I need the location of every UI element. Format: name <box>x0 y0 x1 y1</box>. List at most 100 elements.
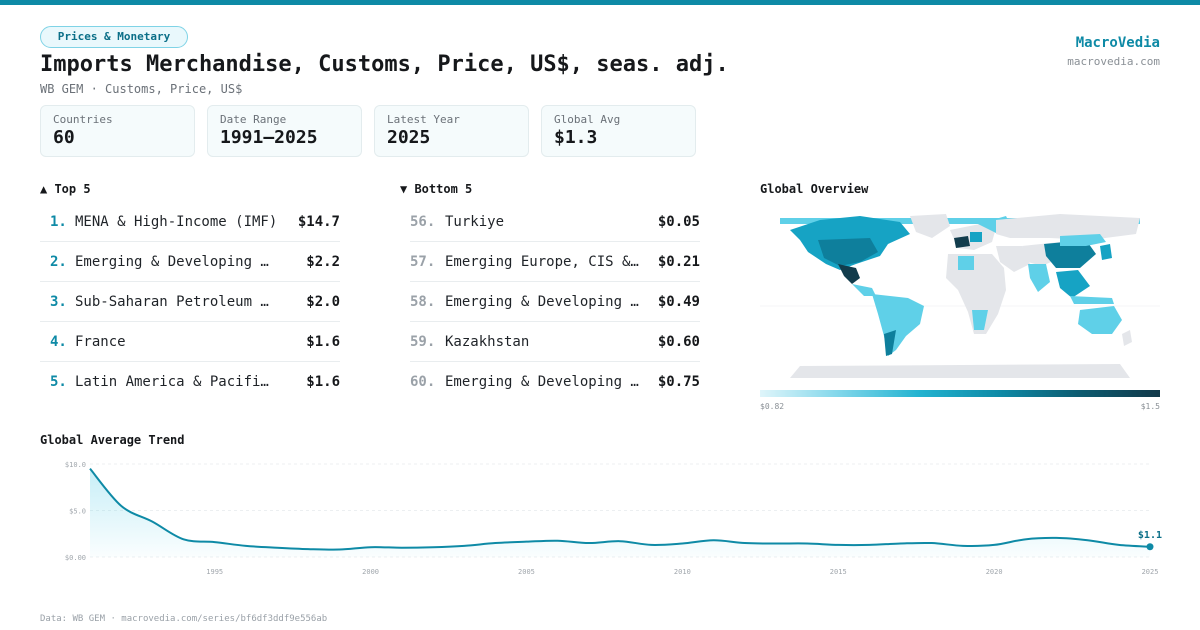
map-region-france[interactable] <box>954 236 970 248</box>
stat-value: 1991–2025 <box>220 127 318 148</box>
bottom5-title: ▼ Bottom 5 <box>400 182 473 196</box>
rank-value: $0.49 <box>657 293 700 310</box>
map-region-africa[interactable] <box>946 254 1006 334</box>
rank-name: Sub-Saharan Petroleum … <box>75 293 269 310</box>
map-region-central-america[interactable] <box>852 284 876 296</box>
list-item[interactable]: 60. Emerging & Developing … $0.75 <box>410 362 700 402</box>
rank-number: 3. <box>50 293 67 310</box>
bottom5-list: 56. Turkiye $0.05 57. Emerging Europe, CIS … <box>410 202 700 402</box>
x-tick-label: 2000 <box>362 568 379 576</box>
x-tick-label: 2020 <box>986 568 1003 576</box>
trend-end-point[interactable] <box>1146 543 1154 551</box>
map-region-new-zealand[interactable] <box>1122 330 1132 346</box>
rank-value: $0.05 <box>657 213 700 230</box>
map-region-north-africa[interactable] <box>958 256 974 270</box>
y-tick-label: $10.0 <box>65 461 86 469</box>
rank-value: $0.60 <box>657 333 700 350</box>
x-tick-label: 2025 <box>1142 568 1159 576</box>
stat-label: Date Range <box>220 113 287 126</box>
map-legend-max: $1.5 <box>1140 402 1160 411</box>
map-region-germany[interactable] <box>970 232 982 242</box>
top-accent-bar <box>0 0 1200 5</box>
rank-value: $0.75 <box>657 374 700 390</box>
map-legend-gradient <box>760 390 1160 397</box>
map-region-usa[interactable] <box>818 238 878 266</box>
rank-value: $2.2 <box>306 253 340 270</box>
rank-name: Emerging & Developing … <box>445 374 639 390</box>
list-item[interactable]: 57. Emerging Europe, CIS &… $0.21 <box>410 242 700 282</box>
rank-number: 56. <box>410 213 436 230</box>
list-item[interactable]: 5. Latin America & Pacifi… $1.6 <box>40 362 340 402</box>
rank-value: $0.21 <box>657 253 700 270</box>
world-map[interactable] <box>760 206 1160 382</box>
rank-number: 59. <box>410 333 436 350</box>
stat-value: 60 <box>53 127 75 148</box>
rank-number: 57. <box>410 253 436 270</box>
stat-card-global-avg: Global Avg $1.3 <box>541 105 696 157</box>
page-subtitle: WB GEM · Customs, Price, US$ <box>40 82 243 96</box>
map-region-greenland[interactable] <box>910 214 950 238</box>
stat-value: $1.3 <box>554 127 598 148</box>
brand-url[interactable]: macrovedia.com <box>1067 55 1160 68</box>
map-region-japan[interactable] <box>1100 244 1112 260</box>
rank-value: $14.7 <box>297 213 340 230</box>
map-region-india[interactable] <box>1028 264 1050 292</box>
trend-chart[interactable]: $0.00 $5.0 $10.0 1995 2000 2005 2010 2015 2020 20… <box>0 450 1200 580</box>
rank-name: MENA & High-Income (IMF) <box>75 213 278 230</box>
map-region-china[interactable] <box>1044 240 1096 268</box>
rank-name: France <box>75 333 126 350</box>
map-region-southeast-asia[interactable] <box>1056 270 1090 298</box>
rank-value: $2.0 <box>306 293 340 310</box>
y-tick-label: $0.00 <box>65 554 86 562</box>
map-region-middle-east[interactable] <box>996 246 1030 272</box>
stat-card-date-range: Date Range 1991–2025 <box>207 105 362 157</box>
rank-number: 2. <box>50 253 67 270</box>
stat-label: Latest Year <box>387 113 460 126</box>
map-region-mongolia[interactable] <box>1060 234 1106 246</box>
map-region-antarctica[interactable] <box>790 364 1130 378</box>
x-tick-label: 1995 <box>206 568 223 576</box>
x-tick-label: 2015 <box>830 568 847 576</box>
rank-value: $1.6 <box>306 374 340 390</box>
map-region-australia[interactable] <box>1078 306 1122 334</box>
list-item[interactable]: 56. Turkiye $0.05 <box>410 202 700 242</box>
page-title: Imports Merchandise, Customs, Price, US$… <box>40 52 729 77</box>
map-region-south-america[interactable] <box>872 294 924 356</box>
rank-number: 4. <box>50 333 67 350</box>
list-item[interactable]: 3. Sub-Saharan Petroleum … $2.0 <box>40 282 340 322</box>
rank-number: 1. <box>50 213 67 230</box>
map-region-argentina[interactable] <box>884 330 896 356</box>
trend-end-label: $1.1 <box>1138 530 1162 541</box>
rank-name: Kazakhstan <box>445 333 530 350</box>
trend-title: Global Average Trend <box>40 433 185 447</box>
list-item[interactable]: 58. Emerging & Developing … $0.49 <box>410 282 700 322</box>
stat-label: Global Avg <box>554 113 621 126</box>
rank-name: Emerging Europe, CIS &… <box>445 253 639 270</box>
x-tick-label: 2010 <box>674 568 691 576</box>
stat-value: 2025 <box>387 127 431 148</box>
rank-name: Emerging & Developing … <box>445 293 639 310</box>
map-region-indonesia[interactable] <box>1070 296 1114 304</box>
brand-logo[interactable]: MacroVedia <box>1075 35 1160 51</box>
list-item[interactable]: 1. MENA & High-Income (IMF) $14.7 <box>40 202 340 242</box>
stat-card-latest-year: Latest Year 2025 <box>374 105 529 157</box>
rank-number: 60. <box>410 374 436 390</box>
top5-list: 1. MENA & High-Income (IMF) $14.7 2. Emergi… <box>40 202 340 402</box>
top5-title: ▲ Top 5 <box>40 182 91 196</box>
map-legend-min: $0.82 <box>760 402 785 411</box>
map-region-southern-africa[interactable] <box>972 310 988 330</box>
list-item[interactable]: 4. France $1.6 <box>40 322 340 362</box>
map-region-mexico[interactable] <box>838 264 860 284</box>
rank-name: Turkiye <box>445 213 505 230</box>
y-tick-label: $5.0 <box>69 508 86 516</box>
list-item[interactable]: 59. Kazakhstan $0.60 <box>410 322 700 362</box>
trend-line <box>89 468 1151 551</box>
footer-source: Data: WB GEM · macrovedia.com/series/bf6… <box>40 614 328 624</box>
rank-number: 5. <box>50 374 67 390</box>
list-item[interactable]: 2. Emerging & Developing … $2.2 <box>40 242 340 282</box>
map-title: Global Overview <box>760 182 869 196</box>
map-region-russia[interactable] <box>996 214 1140 240</box>
rank-name: Latin America & Pacifi… <box>75 374 269 390</box>
rank-name: Emerging & Developing … <box>75 253 269 270</box>
category-badge[interactable]: Prices & Monetary <box>40 26 188 48</box>
